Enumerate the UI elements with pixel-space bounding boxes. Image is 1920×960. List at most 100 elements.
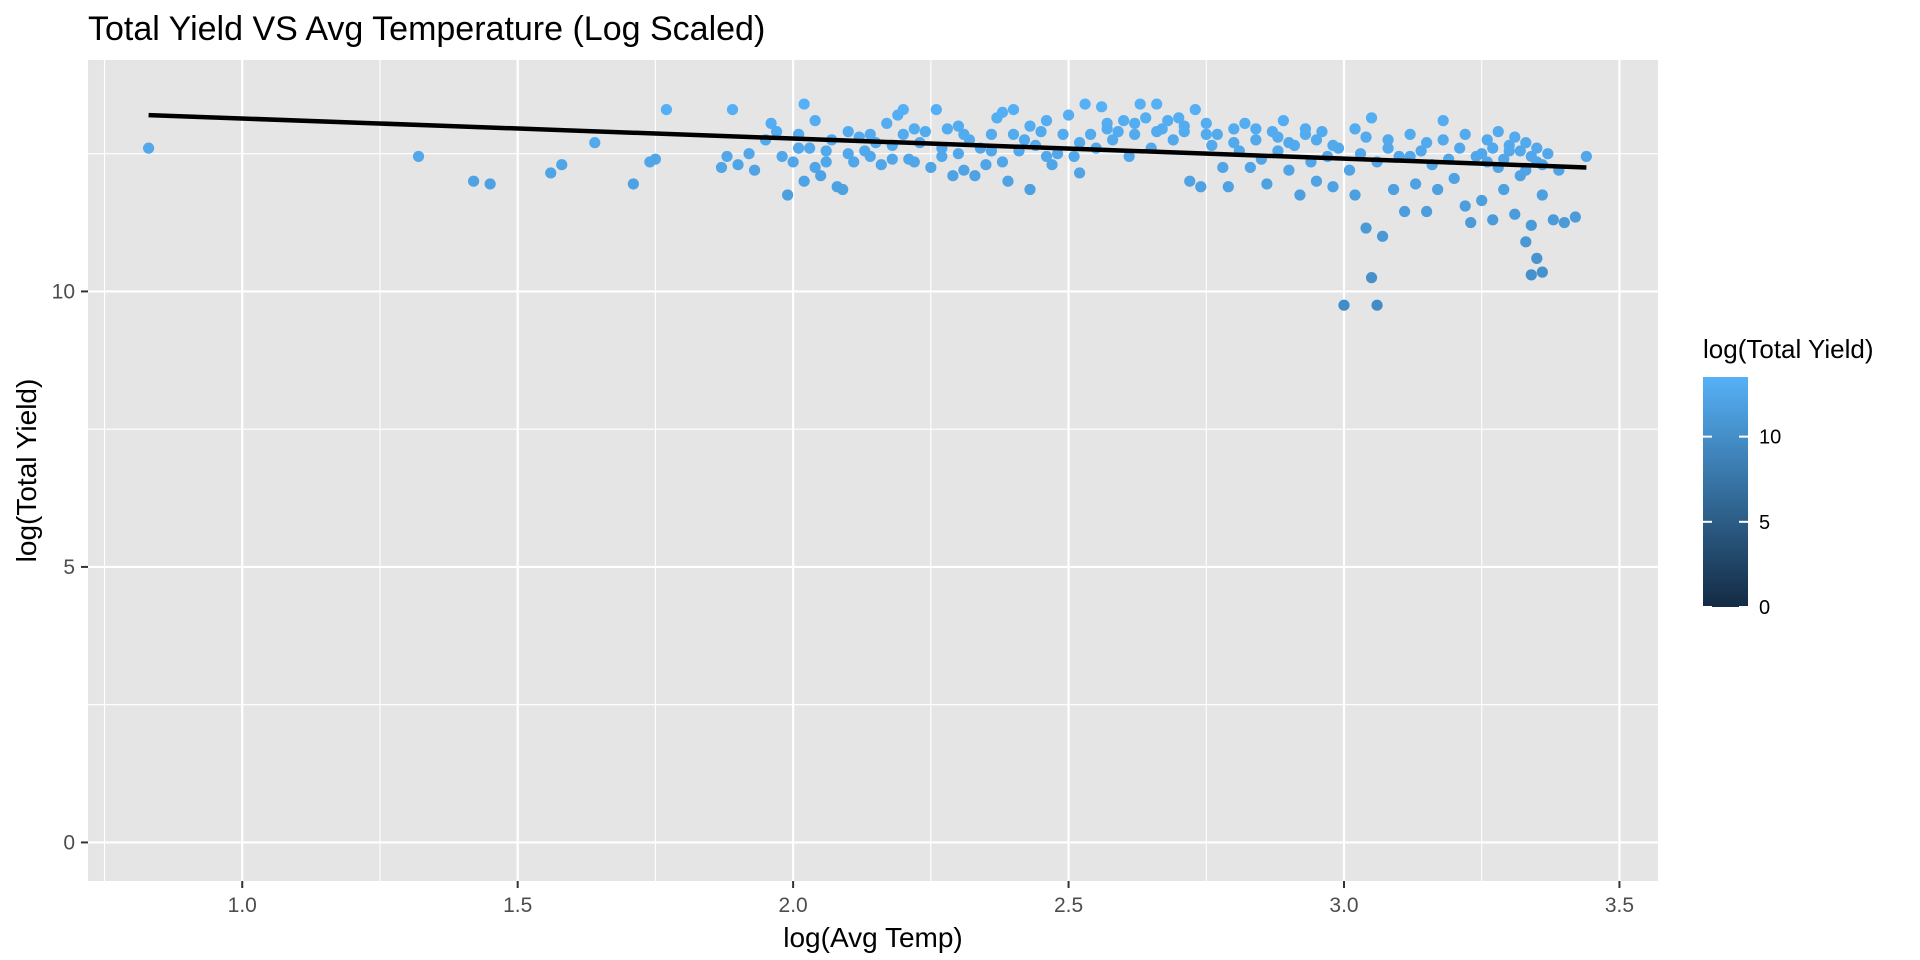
data-point — [1415, 145, 1427, 157]
color-legend: log(Total Yield) 0 5 10 — [1703, 334, 1874, 619]
data-point — [815, 170, 827, 182]
trend-line-layer — [148, 112, 1587, 170]
y-axis: 0 5 10 — [52, 280, 88, 854]
x-tick-label: 1.5 — [503, 894, 532, 917]
data-point — [1327, 181, 1339, 193]
data-point — [1432, 183, 1444, 196]
data-point — [881, 117, 893, 129]
data-point — [1211, 128, 1223, 140]
data-point — [1173, 112, 1185, 124]
data-point — [1206, 139, 1218, 152]
data-point — [649, 153, 662, 165]
data-point — [1140, 112, 1152, 124]
data-point — [820, 156, 832, 168]
data-point — [1525, 269, 1537, 281]
data-point — [1421, 137, 1433, 149]
data-point — [1437, 134, 1449, 146]
data-point — [770, 126, 783, 138]
data-point — [715, 161, 728, 174]
data-point — [1365, 112, 1378, 124]
data-point — [1376, 230, 1389, 242]
data-point — [837, 183, 849, 196]
data-point — [1084, 128, 1097, 140]
data-point — [908, 156, 920, 168]
data-point — [1261, 178, 1273, 190]
data-point — [1459, 200, 1471, 212]
data-point — [1398, 205, 1411, 218]
data-point — [1509, 208, 1521, 220]
data-point — [1057, 128, 1069, 140]
data-point — [1569, 211, 1581, 223]
data-point — [1558, 216, 1570, 229]
data-point — [660, 103, 673, 116]
data-point — [864, 150, 876, 163]
data-point — [875, 159, 887, 171]
data-point — [556, 159, 568, 171]
data-point — [925, 161, 937, 174]
data-point — [1503, 139, 1515, 152]
data-point — [1338, 299, 1350, 311]
data-point — [1068, 150, 1080, 163]
data-point — [1520, 137, 1532, 149]
data-point — [804, 142, 816, 154]
data-point — [748, 164, 761, 176]
data-point — [1531, 252, 1543, 264]
data-point — [1239, 117, 1251, 129]
data-point — [1487, 142, 1499, 154]
legend-title: log(Total Yield) — [1703, 334, 1874, 364]
data-point — [864, 128, 876, 140]
data-point — [1299, 123, 1312, 135]
data-point — [996, 106, 1009, 118]
data-point — [1062, 109, 1075, 121]
data-point — [1118, 115, 1130, 127]
data-point — [1349, 189, 1361, 201]
data-point — [1498, 153, 1510, 165]
data-point — [1129, 117, 1141, 129]
data-point — [1184, 175, 1196, 187]
data-point — [1459, 128, 1471, 140]
legend-ticks: 0 5 10 — [1703, 427, 1781, 619]
data-point — [897, 128, 909, 140]
data-point — [1018, 134, 1031, 146]
data-point — [1200, 117, 1212, 129]
data-point — [886, 153, 898, 165]
data-point — [1195, 181, 1207, 193]
data-point — [969, 170, 981, 182]
data-point — [1222, 181, 1234, 193]
data-point — [1277, 115, 1290, 127]
data-point — [1448, 172, 1460, 185]
x-axis: 1.0 1.5 2.0 2.5 3.0 3.5 — [228, 881, 1634, 917]
legend-colorbar — [1703, 377, 1748, 607]
data-point — [1107, 134, 1119, 146]
data-point — [936, 150, 948, 163]
data-point — [985, 128, 998, 140]
data-point — [1404, 128, 1416, 140]
data-point — [1476, 194, 1488, 207]
chart-title: Total Yield VS Avg Temperature (Log Scal… — [88, 10, 765, 48]
data-point — [1360, 131, 1372, 143]
data-point — [1410, 178, 1422, 190]
data-point — [793, 142, 805, 154]
data-point — [1310, 134, 1323, 146]
data-point — [848, 156, 860, 168]
data-point — [1465, 216, 1477, 229]
data-points — [142, 98, 1592, 311]
data-point — [1514, 145, 1526, 157]
data-point — [958, 164, 970, 176]
y-tick-label: 5 — [63, 556, 75, 579]
data-point — [941, 123, 953, 135]
data-point — [820, 145, 832, 157]
x-tick-label: 3.0 — [1329, 894, 1358, 917]
data-point — [627, 178, 639, 190]
data-point — [1217, 161, 1229, 174]
data-point — [1123, 150, 1135, 163]
legend-tick-label: 0 — [1759, 597, 1770, 619]
data-point — [1151, 126, 1163, 138]
data-point — [1162, 115, 1174, 127]
data-point — [1073, 167, 1086, 179]
data-point — [468, 175, 480, 187]
data-point — [908, 123, 920, 135]
trend-line — [148, 112, 1587, 170]
data-point — [1525, 219, 1537, 231]
